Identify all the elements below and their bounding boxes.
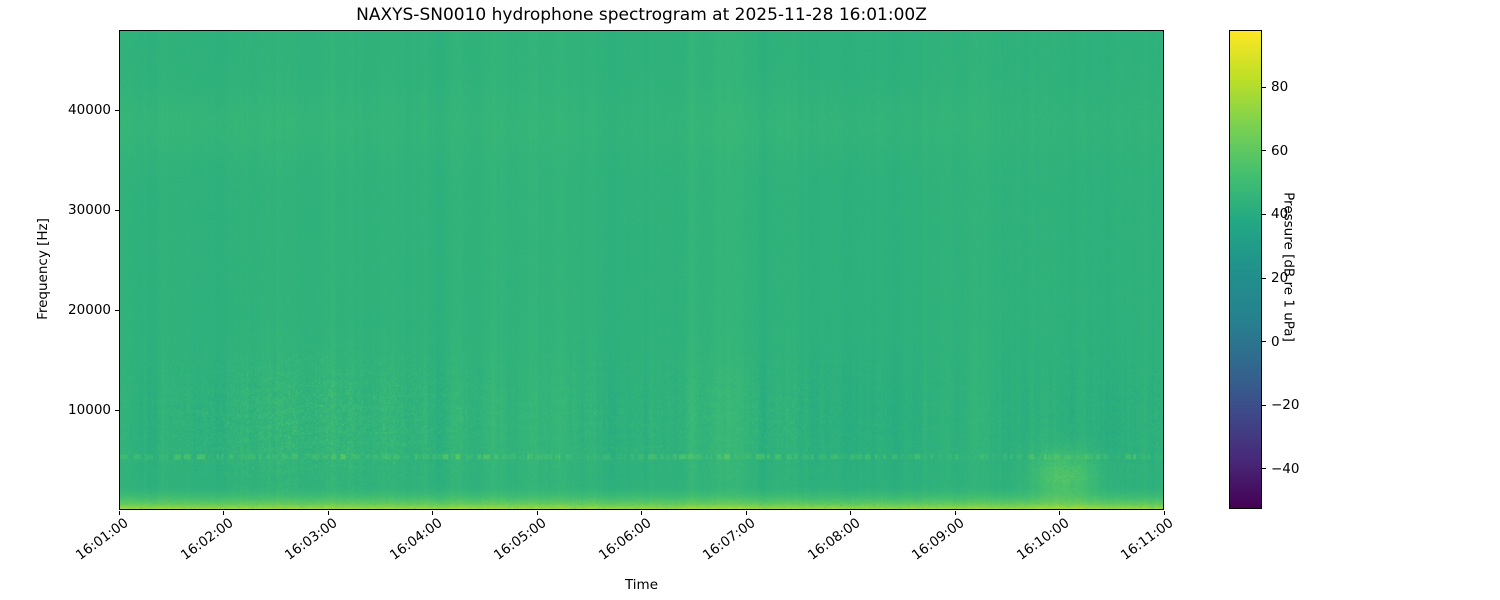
plot-title: NAXYS-SN0010 hydrophone spectrogram at 2… [356,5,927,25]
colorbar-gradient [1230,31,1261,508]
x-tick-mark [954,511,956,515]
y-axis-label: Frequency [Hz] [35,218,51,320]
x-tick-mark [641,511,642,515]
x-tick-mark [118,511,120,515]
colorbar-tick-label: −20 [1271,397,1300,414]
x-tick-mark [1059,511,1060,515]
colorbar-tick-label: 60 [1271,142,1289,159]
x-tick-mark [223,511,224,515]
x-tick-mark [536,511,538,515]
y-tick-label: 10000 [68,402,111,418]
y-tick-label: 30000 [68,202,111,218]
colorbar-tick-mark [1262,404,1266,406]
spectrogram-canvas [120,31,1163,509]
colorbar-tick-mark [1262,86,1266,88]
colorbar-label: Pressure [dB re 1 uPa] [1280,192,1297,342]
x-tick-mark [850,511,851,515]
colorbar-tick-mark [1262,150,1266,152]
x-tick-label: 16:01:00 [72,515,132,564]
colorbar-tick-mark [1262,277,1266,279]
x-tick-mark [745,511,747,515]
y-tick-mark [115,109,119,111]
y-tick-mark [115,309,119,311]
y-tick-mark [115,409,119,411]
colorbar-tick-label: 80 [1271,79,1289,96]
colorbar-tick-label: 0 [1271,333,1280,350]
x-tick-mark [327,511,329,515]
y-tick-mark [115,209,119,211]
colorbar-tick-label: 40 [1271,206,1289,223]
colorbar-tick-mark [1262,213,1266,215]
colorbar-tick-mark [1262,341,1266,343]
colorbar-tick-label: −40 [1271,460,1300,477]
spectrogram-plot [119,30,1164,510]
x-axis-label: Time [624,577,659,593]
x-tick-mark [1163,511,1165,515]
x-tick-mark [432,511,433,515]
colorbar [1229,30,1262,509]
y-tick-label: 40000 [68,102,111,118]
y-tick-label: 20000 [68,302,111,318]
colorbar-tick-mark [1262,468,1266,470]
colorbar-tick-label: 20 [1271,270,1289,287]
